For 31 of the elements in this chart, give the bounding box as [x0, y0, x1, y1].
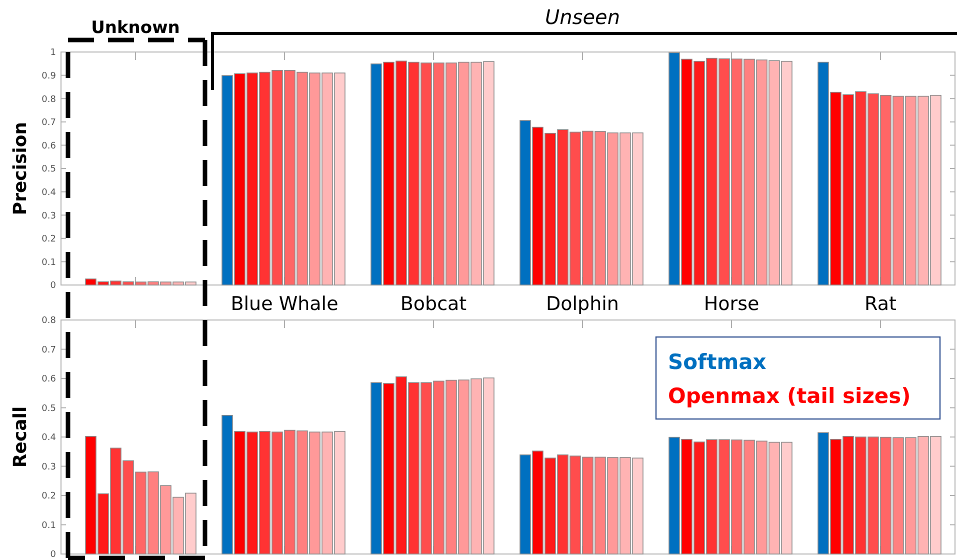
x-tick-label: Unknown — [91, 18, 180, 38]
x-tick-label: Dolphin — [546, 293, 619, 315]
y-tick-label: 0 — [50, 281, 56, 292]
x-tick-label: Bobcat — [400, 293, 467, 315]
y-axis-title: Recall — [10, 406, 31, 468]
y-tick-label: 0.9 — [42, 71, 56, 82]
y-tick-label: 0.8 — [42, 316, 56, 326]
y-tick-label: 0.4 — [42, 188, 56, 198]
y-axis-title: Precision — [10, 122, 31, 216]
y-tick-label: 0.5 — [42, 404, 56, 414]
y-tick-label: 0 — [50, 550, 56, 560]
y-tick-label: 0.6 — [42, 141, 56, 152]
y-tick-label: 0.5 — [42, 164, 56, 175]
x-tick-label: Blue Whale — [230, 293, 338, 315]
y-tick-label: 0.6 — [42, 374, 56, 385]
y-tick-label: 0.1 — [42, 258, 56, 268]
y-tick-label: 0.2 — [42, 234, 56, 245]
y-tick-label: 1 — [50, 48, 56, 58]
y-tick-label: 0.7 — [42, 345, 56, 356]
y-tick-label: 0.3 — [42, 211, 56, 222]
series-label: Openmax (tail sizes) — [668, 384, 911, 408]
y-tick-label: 0.1 — [42, 520, 56, 531]
y-tick-label: 0.4 — [42, 433, 56, 444]
y-tick-label: 0.2 — [42, 492, 56, 502]
x-tick-label: Horse — [704, 293, 760, 315]
text: Softmax — [668, 350, 767, 374]
x-tick-label: Rat — [864, 293, 896, 315]
text: Unseen — [544, 5, 620, 29]
y-tick-label: 0.8 — [42, 94, 56, 105]
y-tick-label: 0.7 — [42, 118, 56, 128]
y-tick-label: 0.3 — [42, 462, 56, 472]
